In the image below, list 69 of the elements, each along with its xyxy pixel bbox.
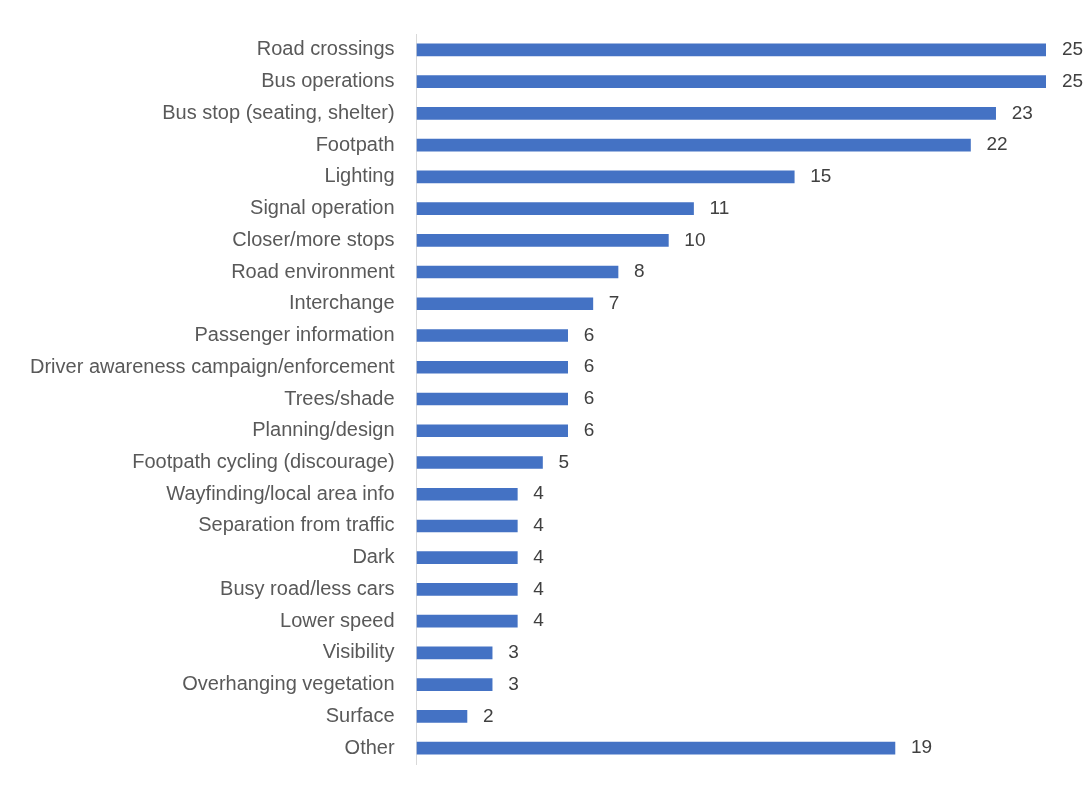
y-tick-label: Closer/more stops [232,227,395,250]
bar [416,519,518,533]
bar [416,424,568,438]
data-label: 15 [810,165,832,187]
data-label: 8 [634,260,645,282]
y-tick-label: Dark [352,545,396,568]
y-tick-label: Separation from traffic [198,513,395,536]
y-tick-label: Road crossings [256,37,395,60]
bar [416,392,568,406]
bar [416,551,518,565]
data-label: 2 [482,704,494,726]
bar [416,614,518,628]
y-tick-label: Driver awareness campaign/enforcement [30,354,396,377]
data-label: 6 [583,387,595,409]
y-tick-label: Overhanging vegetation [182,672,395,695]
bar [416,202,694,215]
data-label: 4 [533,482,545,504]
y-tick-label: Road environment [231,259,396,282]
bar [416,107,996,120]
data-label: 25 [1062,69,1084,91]
y-tick-label: Bus operations [261,69,395,92]
data-label: 10 [684,228,706,250]
y-tick-label: Signal operation [250,196,395,219]
bar [416,233,669,247]
bar [416,710,468,723]
data-label: 3 [508,641,519,663]
data-label: 6 [583,418,595,440]
data-label: 4 [533,514,545,536]
data-label: 3 [508,672,519,694]
bar [416,297,594,311]
bar [416,456,543,469]
bar [416,329,568,342]
bar [416,138,971,152]
data-label: 19 [910,736,933,758]
y-tick-label: Passenger information [194,323,395,346]
data-label: 4 [533,545,545,567]
y-tick-label: Surface [325,703,395,726]
y-tick-label: Footpath cycling (discourage) [132,449,395,472]
data-label: 11 [709,196,730,218]
bar [416,583,518,596]
y-tick-label: Other [344,735,395,758]
y-tick-label: Footpath [315,132,395,155]
y-tick-label: Planning/design [252,418,395,441]
data-label: 4 [533,609,545,631]
data-label: 23 [1011,101,1033,123]
data-label: 25 [1062,38,1084,60]
bar [416,741,896,755]
data-label: 22 [986,133,1008,155]
y-tick-label: Interchange [288,291,395,314]
data-label: 5 [558,450,570,472]
y-tick-label: Busy road/less cars [220,576,395,599]
bar [416,678,493,691]
data-label: 4 [533,577,545,599]
bar [416,75,1046,88]
bar [416,487,518,501]
bar [416,43,1046,57]
bar [416,646,493,660]
bar [416,170,795,184]
data-label: 7 [608,292,620,314]
y-tick-label: Lower speed [280,608,395,631]
bar [416,360,568,374]
y-tick-label: Trees/shade [284,386,395,409]
bar [416,265,619,279]
data-label: 6 [583,323,595,345]
y-tick-label: Wayfinding/local area info [166,481,395,504]
y-tick-label: Visibility [322,640,395,663]
y-tick-label: Lighting [324,164,395,187]
y-tick-label: Bus stop (seating, shelter) [162,100,395,123]
data-label: 6 [583,355,595,377]
